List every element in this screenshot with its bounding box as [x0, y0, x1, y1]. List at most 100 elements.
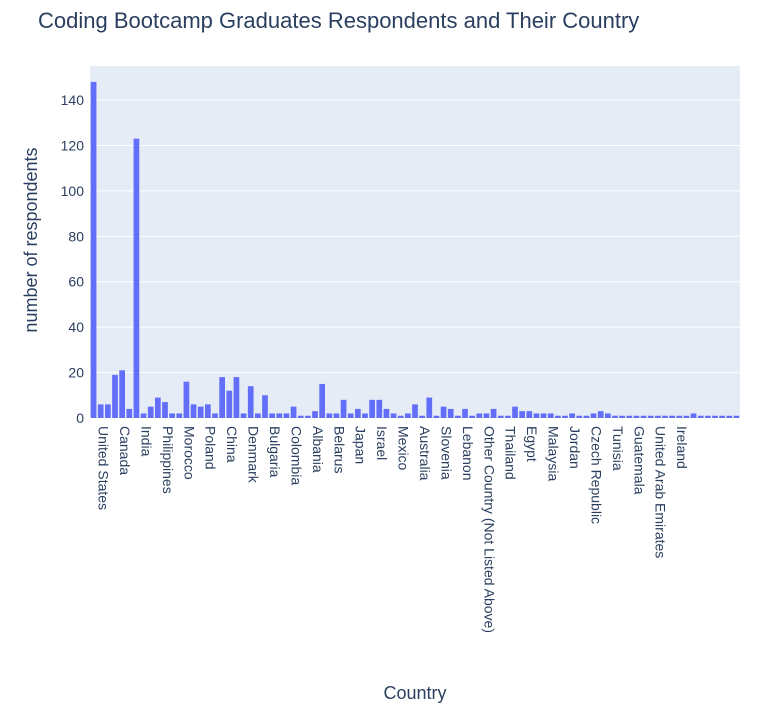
bar[interactable]	[240, 413, 247, 418]
bar[interactable]	[626, 415, 633, 418]
bar[interactable]	[462, 408, 468, 418]
bar[interactable]	[247, 386, 254, 418]
bar[interactable]	[690, 413, 697, 418]
bar[interactable]	[305, 415, 311, 418]
bar[interactable]	[490, 408, 497, 418]
x-tick-label: Belarus	[331, 426, 347, 473]
bar[interactable]	[505, 415, 511, 418]
bar[interactable]	[405, 413, 411, 418]
bar[interactable]	[533, 413, 540, 418]
y-tick-label: 40	[68, 319, 84, 335]
bar[interactable]	[590, 413, 597, 418]
bar[interactable]	[197, 406, 204, 418]
bar[interactable]	[426, 397, 433, 418]
y-tick-label: 20	[68, 365, 84, 381]
y-tick-label: 0	[76, 410, 84, 426]
bar[interactable]	[319, 383, 325, 418]
bar[interactable]	[640, 415, 647, 418]
bar[interactable]	[390, 413, 397, 418]
bar[interactable]	[340, 399, 347, 418]
bar[interactable]	[433, 415, 440, 418]
bar[interactable]	[355, 408, 361, 418]
bar[interactable]	[726, 415, 733, 418]
bar[interactable]	[397, 415, 404, 418]
bar[interactable]	[205, 404, 211, 418]
bar[interactable]	[312, 411, 318, 418]
bar[interactable]	[605, 413, 611, 418]
bar[interactable]	[112, 374, 118, 418]
bar[interactable]	[333, 413, 340, 418]
bar[interactable]	[655, 415, 661, 418]
bar[interactable]	[326, 413, 333, 418]
bar[interactable]	[133, 138, 140, 419]
bar[interactable]	[219, 377, 225, 418]
bar[interactable]	[583, 415, 590, 418]
bar[interactable]	[476, 413, 483, 418]
bar[interactable]	[562, 415, 568, 418]
bar[interactable]	[697, 415, 704, 418]
bar[interactable]	[483, 413, 490, 418]
bar[interactable]	[126, 408, 133, 418]
bar[interactable]	[347, 413, 354, 418]
bar[interactable]	[190, 404, 197, 418]
bar[interactable]	[469, 415, 475, 418]
bar[interactable]	[526, 411, 533, 418]
bar[interactable]	[297, 415, 304, 418]
bar[interactable]	[733, 415, 740, 418]
bar[interactable]	[147, 406, 154, 418]
bar[interactable]	[547, 413, 554, 418]
bar[interactable]	[455, 415, 461, 418]
bar[interactable]	[633, 415, 640, 418]
bar[interactable]	[233, 377, 240, 418]
bar[interactable]	[412, 404, 418, 418]
y-tick-label: 120	[61, 137, 85, 153]
bar[interactable]	[383, 408, 390, 418]
bar[interactable]	[512, 406, 518, 418]
bar[interactable]	[362, 413, 368, 418]
bar[interactable]	[255, 413, 261, 418]
bar[interactable]	[712, 415, 718, 418]
bar[interactable]	[376, 399, 383, 418]
bar[interactable]	[662, 415, 668, 418]
bar[interactable]	[519, 411, 525, 418]
bar[interactable]	[162, 402, 168, 418]
bar[interactable]	[540, 413, 547, 418]
bar[interactable]	[176, 413, 183, 418]
bar[interactable]	[140, 413, 147, 418]
bar[interactable]	[262, 395, 268, 418]
bar[interactable]	[269, 413, 275, 418]
bar[interactable]	[676, 415, 683, 418]
bar[interactable]	[683, 415, 690, 418]
x-tick-label: United Arab Emirates	[653, 426, 669, 558]
bar[interactable]	[497, 415, 504, 418]
bar[interactable]	[90, 81, 97, 418]
bar[interactable]	[647, 415, 654, 418]
bar[interactable]	[226, 390, 233, 418]
y-axis-ticks: 0 20 40 60 80 100 120 140	[61, 92, 85, 426]
bar[interactable]	[597, 411, 604, 418]
bar[interactable]	[283, 413, 290, 418]
bar[interactable]	[119, 370, 125, 418]
bar[interactable]	[576, 415, 583, 418]
bar[interactable]	[447, 408, 454, 418]
bar[interactable]	[105, 404, 111, 418]
bar[interactable]	[369, 399, 375, 418]
bar[interactable]	[705, 415, 711, 418]
bar[interactable]	[169, 413, 175, 418]
bar[interactable]	[619, 415, 625, 418]
bar[interactable]	[183, 381, 190, 418]
bar[interactable]	[612, 415, 618, 418]
bar[interactable]	[569, 413, 575, 418]
bar[interactable]	[155, 397, 161, 418]
bar[interactable]	[419, 415, 425, 418]
bar[interactable]	[212, 413, 218, 418]
bar[interactable]	[719, 415, 725, 418]
bar[interactable]	[290, 406, 297, 418]
bar[interactable]	[669, 415, 675, 418]
bar[interactable]	[97, 404, 104, 418]
bar[interactable]	[555, 415, 561, 418]
x-tick-label: Mexico	[396, 426, 412, 471]
bars	[90, 81, 740, 419]
bar[interactable]	[276, 413, 283, 418]
bar[interactable]	[440, 406, 447, 418]
